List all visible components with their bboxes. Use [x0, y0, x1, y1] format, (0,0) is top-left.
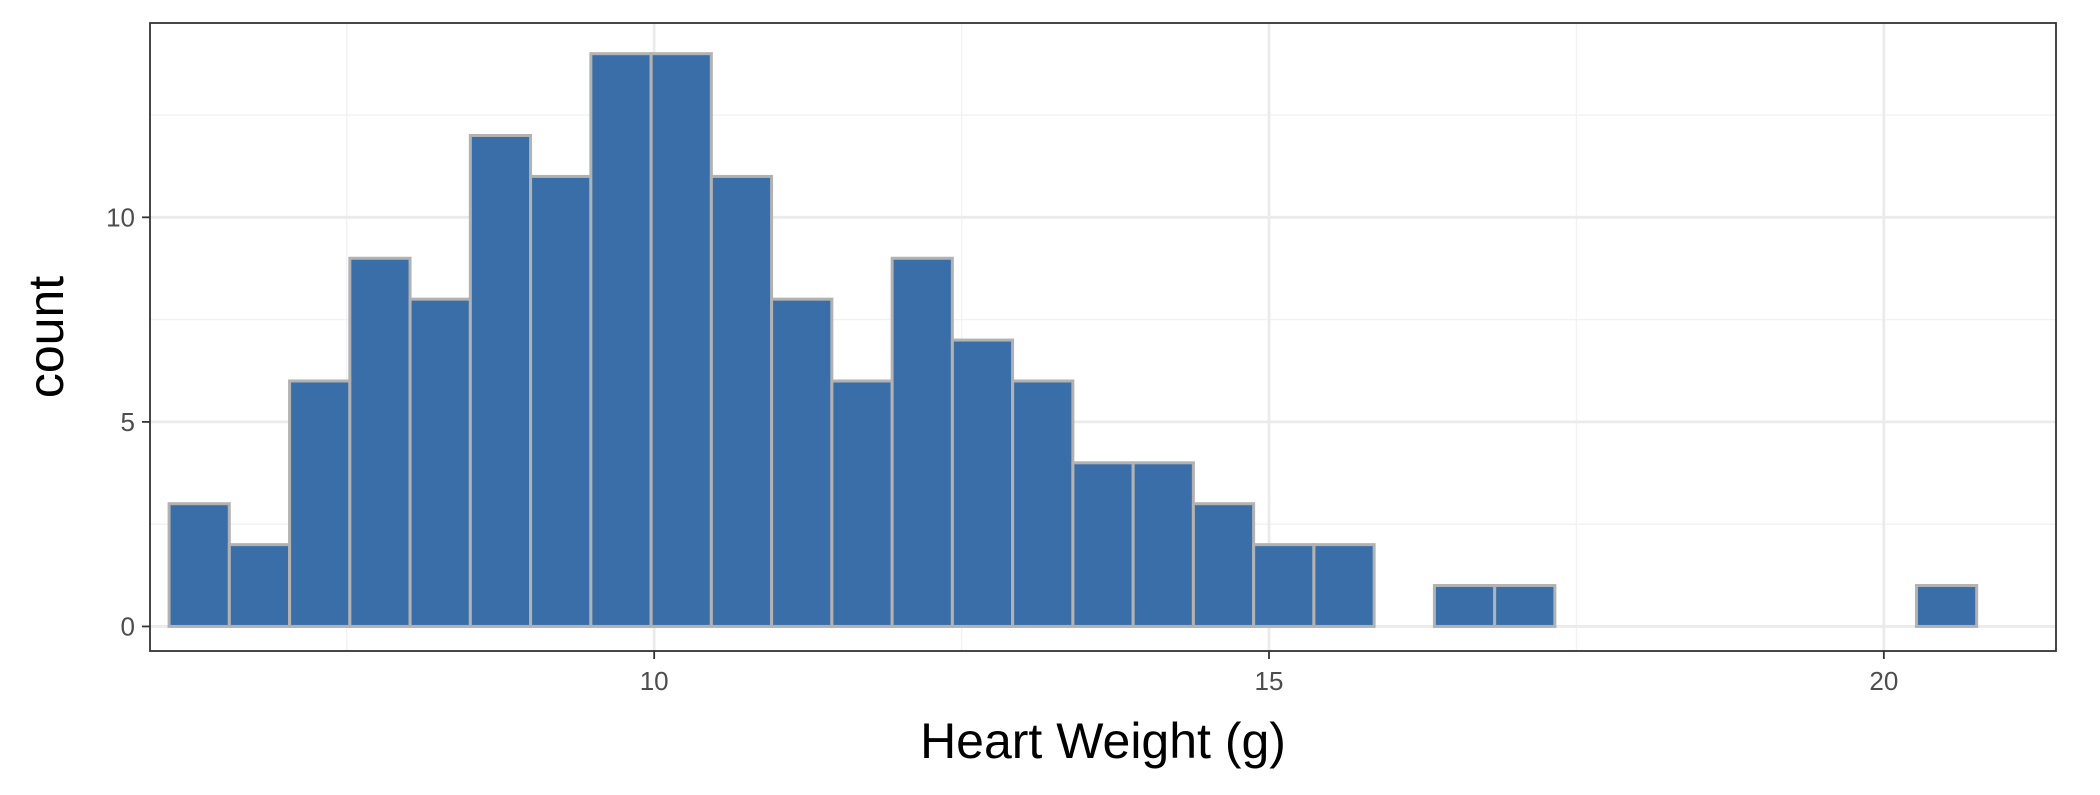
- y-tick-label: 10: [106, 202, 135, 232]
- histogram-bar: [1493, 584, 1557, 628]
- histogram-bars: [167, 52, 1979, 628]
- histogram-bar: [709, 174, 774, 628]
- histogram-bar: [1071, 461, 1135, 628]
- histogram-bar: [1312, 543, 1376, 628]
- histogram-bar: [227, 543, 292, 628]
- histogram-bar: [1131, 461, 1195, 628]
- x-axis-title: Heart Weight (g): [920, 713, 1286, 769]
- x-tick-label: 15: [1255, 666, 1284, 696]
- histogram-bar: [1252, 543, 1316, 628]
- x-tick-label: 20: [1869, 666, 1898, 696]
- y-axis-title: count: [18, 276, 74, 398]
- histogram-bar: [167, 502, 231, 628]
- y-axis: 0 5 10: [106, 202, 150, 641]
- histogram-bar: [830, 379, 894, 628]
- y-tick-label: 5: [121, 407, 135, 437]
- histogram-bar: [1191, 502, 1256, 628]
- histogram-bar: [649, 52, 713, 628]
- histogram-bar: [348, 256, 412, 628]
- histogram-bar: [288, 379, 352, 628]
- histogram-bar: [950, 338, 1015, 628]
- histogram-bar: [468, 134, 533, 628]
- y-tick-label: 0: [121, 611, 135, 641]
- histogram-bar: [529, 174, 593, 628]
- histogram-bar: [1914, 584, 1979, 628]
- histogram-bar: [589, 52, 653, 628]
- histogram-bar: [1011, 379, 1075, 628]
- x-axis: 10 15 20: [640, 651, 1898, 696]
- histogram-bar: [408, 297, 472, 628]
- histogram-bar: [770, 297, 834, 628]
- panel-border: [149, 22, 2057, 652]
- histogram-bar: [890, 256, 954, 628]
- x-tick-label: 10: [640, 666, 669, 696]
- histogram-bar: [1432, 584, 1497, 628]
